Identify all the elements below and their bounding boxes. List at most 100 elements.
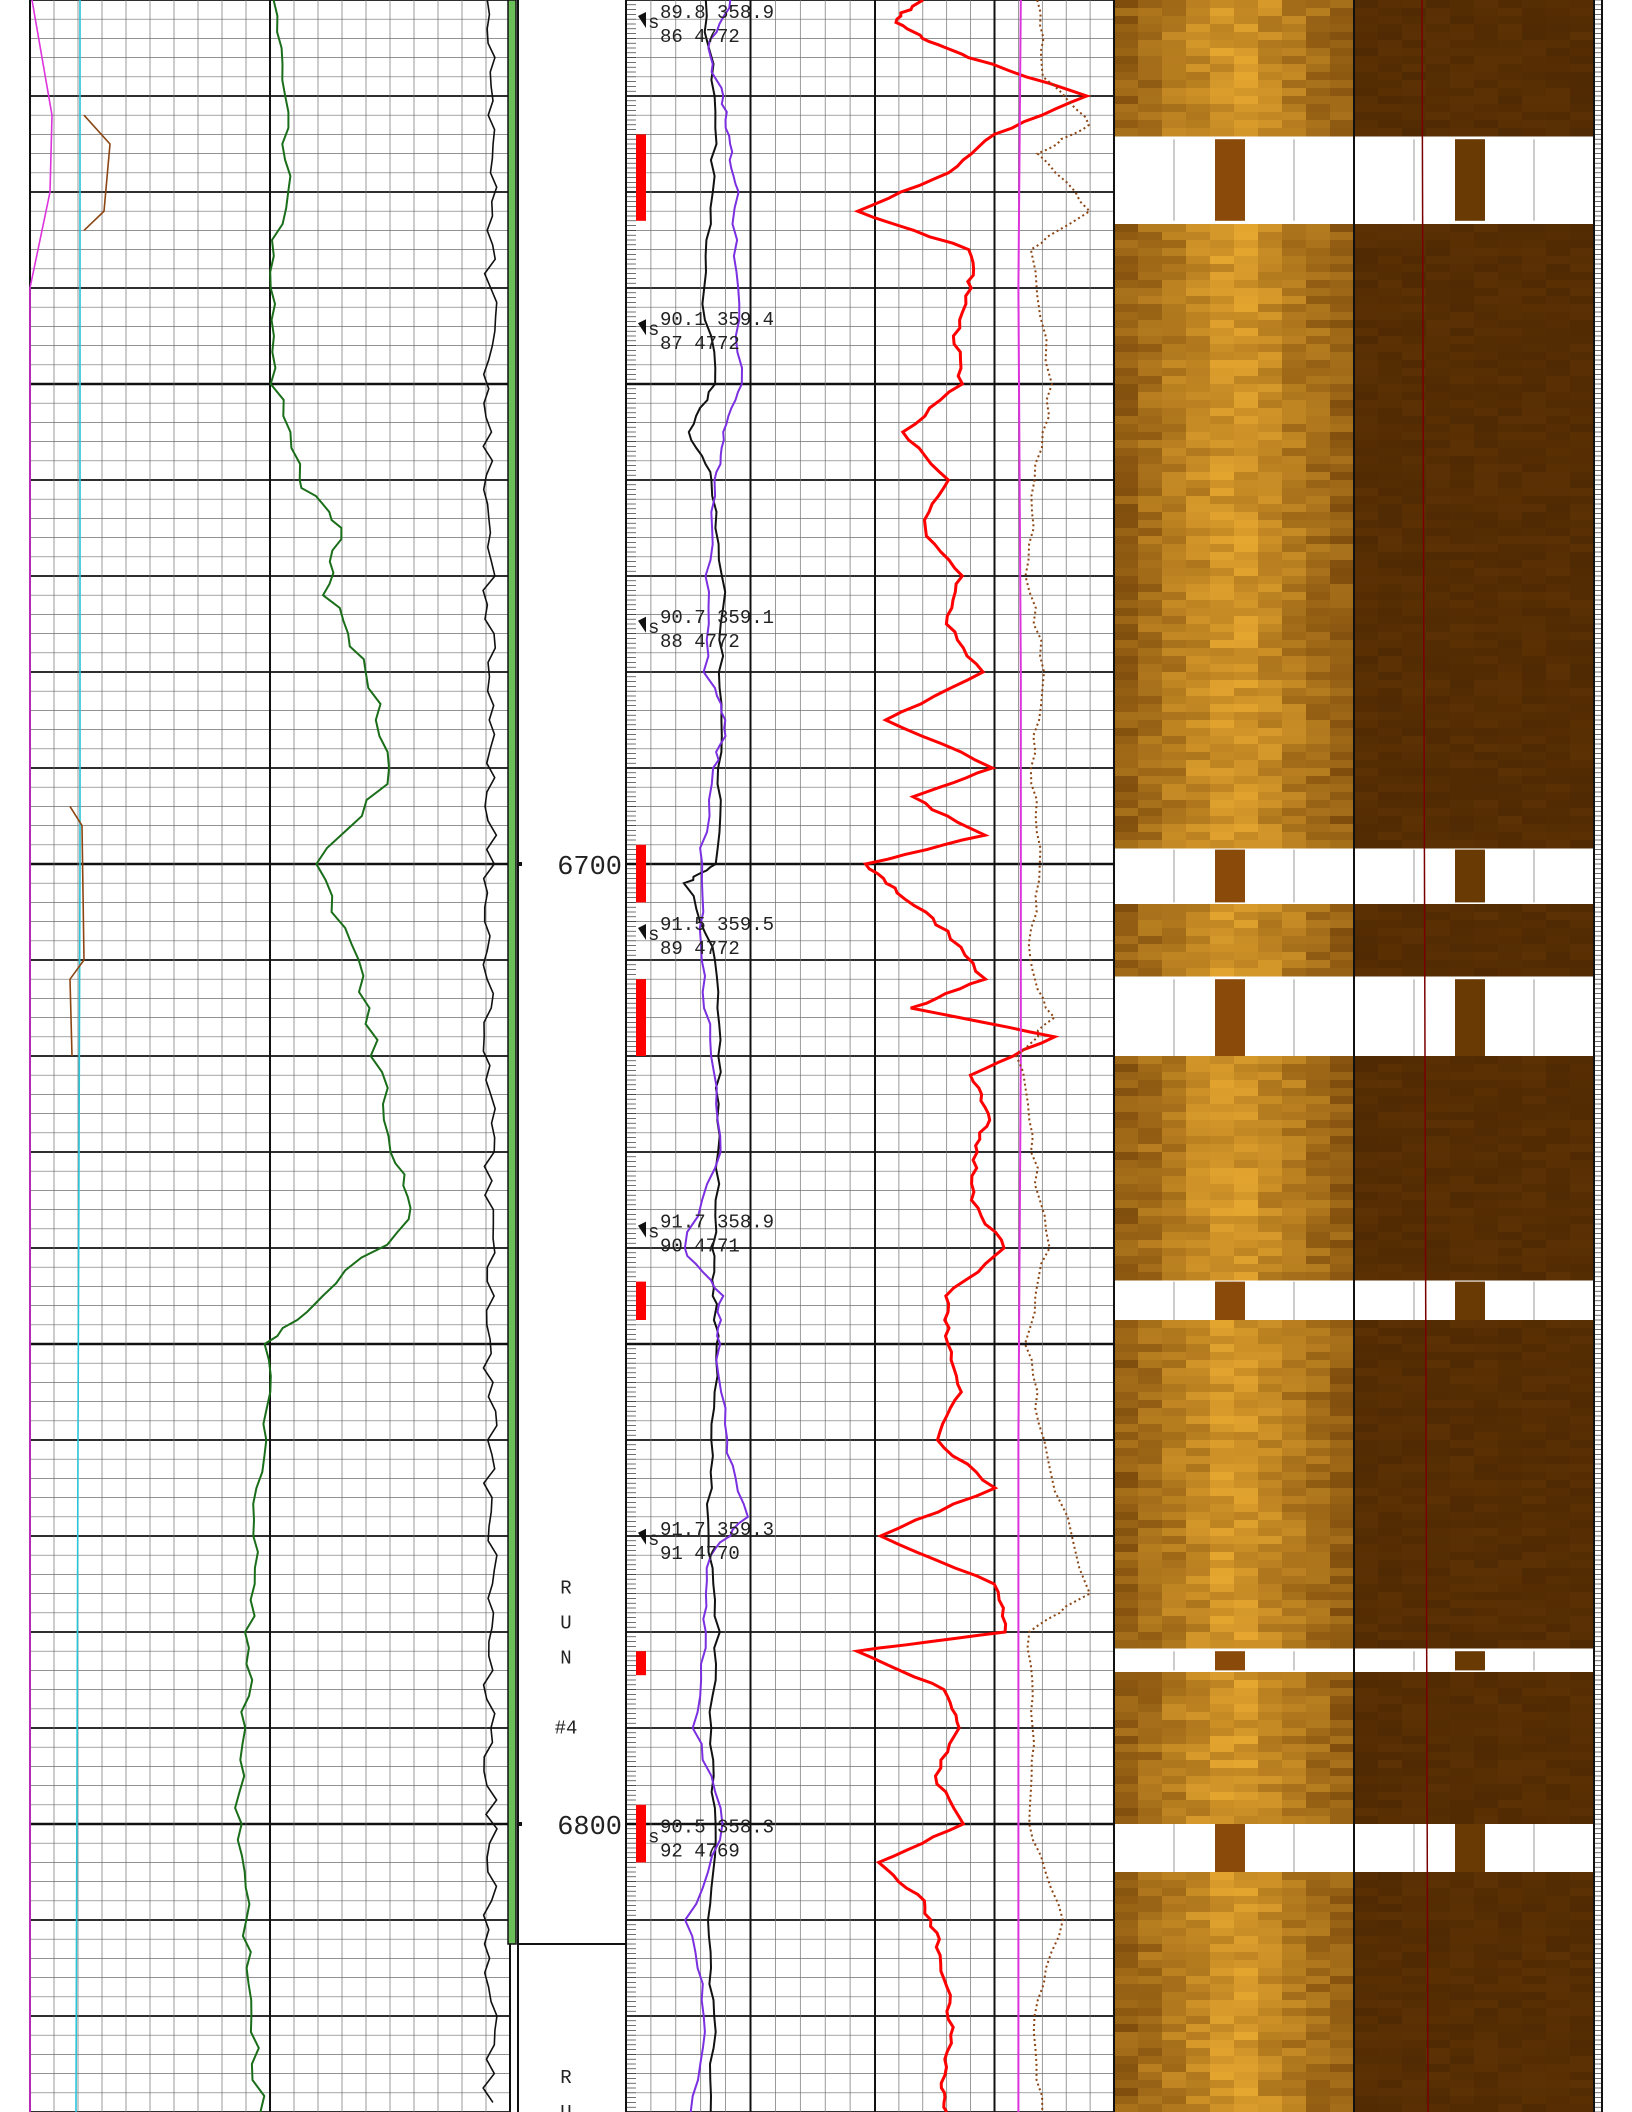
image-pixel (1570, 1632, 1595, 1641)
image-pixel (1378, 1344, 1403, 1353)
image-pixel (1474, 560, 1499, 569)
image-pixel (1402, 1192, 1427, 1201)
image-pixel (1330, 1696, 1355, 1705)
image-pixel (1234, 120, 1259, 129)
image-pixel (1162, 1064, 1187, 1073)
image-pixel (1162, 1568, 1187, 1577)
image-pixel (1162, 1432, 1187, 1441)
image-pixel (1426, 1432, 1451, 1441)
image-pixel (1234, 264, 1259, 273)
image-pixel (1474, 1736, 1499, 1745)
image-pixel (1210, 1144, 1235, 1153)
image-pixel (1426, 624, 1451, 633)
image-pixel (1402, 1168, 1427, 1177)
image-pixel (1522, 1360, 1547, 1369)
image-pixel (1210, 1360, 1235, 1369)
image-pixel (1234, 304, 1259, 313)
image-pixel (1522, 576, 1547, 585)
image-pixel (1114, 1328, 1139, 1337)
image-pixel (1378, 952, 1403, 961)
image-pixel (1498, 1600, 1523, 1609)
image-pixel (1522, 944, 1547, 953)
image-pixel (1186, 1720, 1211, 1729)
image-pixel (1498, 256, 1523, 265)
image-pixel (1330, 1688, 1355, 1697)
image-pixel (1378, 1152, 1403, 1161)
image-pixel (1306, 640, 1331, 649)
image-pixel (1234, 368, 1259, 377)
image-pixel (1234, 1264, 1259, 1273)
image-pixel (1162, 1072, 1187, 1081)
image-pixel (1522, 1584, 1547, 1593)
image-pixel (1210, 1368, 1235, 1377)
image-pixel (1378, 1128, 1403, 1137)
image-pixel (1162, 640, 1187, 649)
image-pixel (1186, 584, 1211, 593)
image-pixel (1522, 1152, 1547, 1161)
image-pixel (1570, 600, 1595, 609)
image-pixel (1138, 1776, 1163, 1785)
image-pixel (1258, 952, 1283, 961)
image-pixel (1570, 1184, 1595, 1193)
image-pixel (1306, 328, 1331, 337)
image-pixel (1450, 224, 1475, 233)
image-pixel (1378, 1736, 1403, 1745)
image-pixel (1162, 1320, 1187, 1329)
image-pixel (1282, 1688, 1307, 1697)
image-pixel (1450, 704, 1475, 713)
image-pixel (1498, 920, 1523, 929)
image-pixel (1138, 968, 1163, 977)
image-pixel (1234, 1432, 1259, 1441)
image-pixel (1186, 800, 1211, 809)
image-pixel (1210, 1336, 1235, 1345)
image-pixel (1522, 280, 1547, 289)
image-pixel (1402, 1712, 1427, 1721)
image-pixel (1306, 1712, 1331, 1721)
image-pixel (1162, 1416, 1187, 1425)
image-pixel (1306, 1136, 1331, 1145)
image-pixel (1426, 472, 1451, 481)
image-pixel (1210, 424, 1235, 433)
image-pixel (1162, 1248, 1187, 1257)
image-pixel (1570, 1272, 1595, 1281)
image-pixel (1210, 80, 1235, 89)
image-pixel (1234, 712, 1259, 721)
image-pixel (1450, 1608, 1475, 1617)
image-pixel (1138, 256, 1163, 265)
image-pixel (1474, 256, 1499, 265)
image-pixel (1522, 448, 1547, 457)
image-pixel (1306, 1176, 1331, 1185)
image-pixel (1498, 1200, 1523, 1209)
image-pixel (1474, 1144, 1499, 1153)
image-pixel (1570, 544, 1595, 553)
image-pixel (1378, 1240, 1403, 1249)
image-pixel (1234, 64, 1259, 73)
image-pixel (1546, 608, 1571, 617)
image-pixel (1306, 368, 1331, 377)
image-pixel (1498, 608, 1523, 617)
image-pixel (1426, 128, 1451, 137)
image-pixel (1186, 656, 1211, 665)
image-pixel (1570, 952, 1595, 961)
image-pixel (1498, 1256, 1523, 1265)
image-pixel (1210, 640, 1235, 649)
image-pixel (1354, 1632, 1379, 1641)
image-pixel (1258, 1552, 1283, 1561)
image-pixel (1138, 1544, 1163, 1553)
image-pixel (1186, 80, 1211, 89)
image-pixel (1114, 728, 1139, 737)
image-pixel (1138, 224, 1163, 233)
image-pixel (1282, 408, 1307, 417)
image-pixel (1570, 528, 1595, 537)
image-pixel (1426, 1488, 1451, 1497)
image-pixel (1258, 1160, 1283, 1169)
image-pixel (1474, 352, 1499, 361)
image-pixel (1354, 256, 1379, 265)
image-pixel (1210, 384, 1235, 393)
image-pixel (1570, 512, 1595, 521)
image-pixel (1114, 576, 1139, 585)
image-pixel (1450, 1512, 1475, 1521)
image-pixel (1546, 1680, 1571, 1689)
image-pixel (1186, 1768, 1211, 1777)
image-pixel (1234, 392, 1259, 401)
